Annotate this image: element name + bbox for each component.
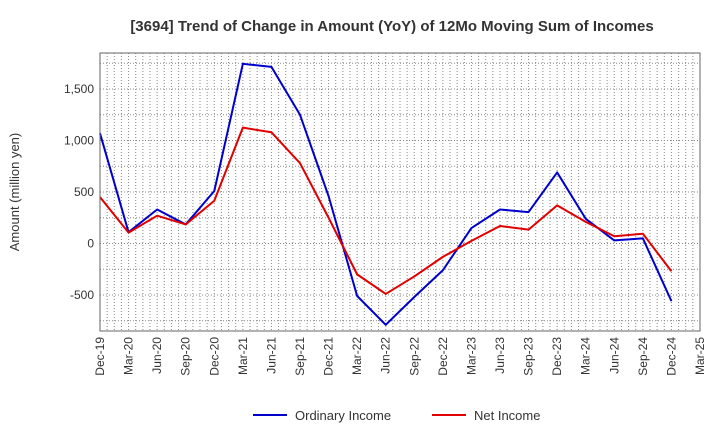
- x-tick-label: Jun-20: [150, 337, 164, 374]
- x-tick-label: Dec-19: [93, 337, 107, 376]
- x-tick-label: Mar-22: [350, 337, 364, 375]
- x-tick-label: Sep-22: [407, 337, 421, 376]
- x-tick-label: Dec-24: [664, 337, 678, 376]
- x-tick-label: Jun-23: [493, 337, 507, 374]
- chart-title: [3694] Trend of Change in Amount (YoY) o…: [130, 18, 653, 35]
- series-lines: [99, 62, 673, 326]
- x-tick-label: Jun-21: [264, 337, 278, 374]
- y-tick-label: -500: [70, 288, 94, 302]
- y-tick-label: 1,000: [64, 134, 94, 148]
- legend-label: Ordinary Income: [295, 408, 391, 423]
- legend-label: Net Income: [474, 408, 540, 423]
- y-tick-label: 0: [87, 236, 94, 250]
- x-tick-label: Dec-20: [207, 337, 221, 376]
- y-tick-label: 500: [74, 185, 94, 199]
- x-tick-label: Sep-24: [636, 337, 650, 376]
- y-tick-label: 1,500: [64, 82, 94, 96]
- series-line-ordinary-income: [99, 62, 673, 326]
- x-tick-label: Dec-21: [322, 337, 336, 376]
- x-tick-label: Mar-25: [693, 337, 707, 375]
- x-tick-label: Sep-23: [522, 337, 536, 376]
- x-tick-label: Sep-20: [179, 337, 193, 376]
- x-tick-label: Mar-24: [579, 337, 593, 375]
- legend: Ordinary Income Net Income: [253, 408, 540, 423]
- y-tick-labels: -500 0 500 1,000 1,500: [64, 82, 94, 302]
- x-tick-label: Dec-22: [436, 337, 450, 376]
- x-tick-label: Jun-22: [379, 337, 393, 374]
- x-tick-labels: Dec-19 Mar-20 Jun-20 Sep-20 Dec-20 Mar-21 Jun-…: [93, 337, 707, 376]
- x-tick-label: Sep-21: [293, 337, 307, 376]
- x-tick-label: Dec-23: [550, 337, 564, 376]
- grid: [100, 53, 700, 331]
- series-line-net-income: [99, 126, 673, 295]
- x-tick-label: Mar-20: [122, 337, 136, 375]
- x-tick-label: Mar-23: [464, 337, 478, 375]
- x-tick-label: Jun-24: [607, 337, 621, 374]
- y-axis-label: Amount (million yen): [7, 133, 22, 252]
- x-tick-label: Mar-21: [236, 337, 250, 375]
- plot-frame: [99, 52, 701, 332]
